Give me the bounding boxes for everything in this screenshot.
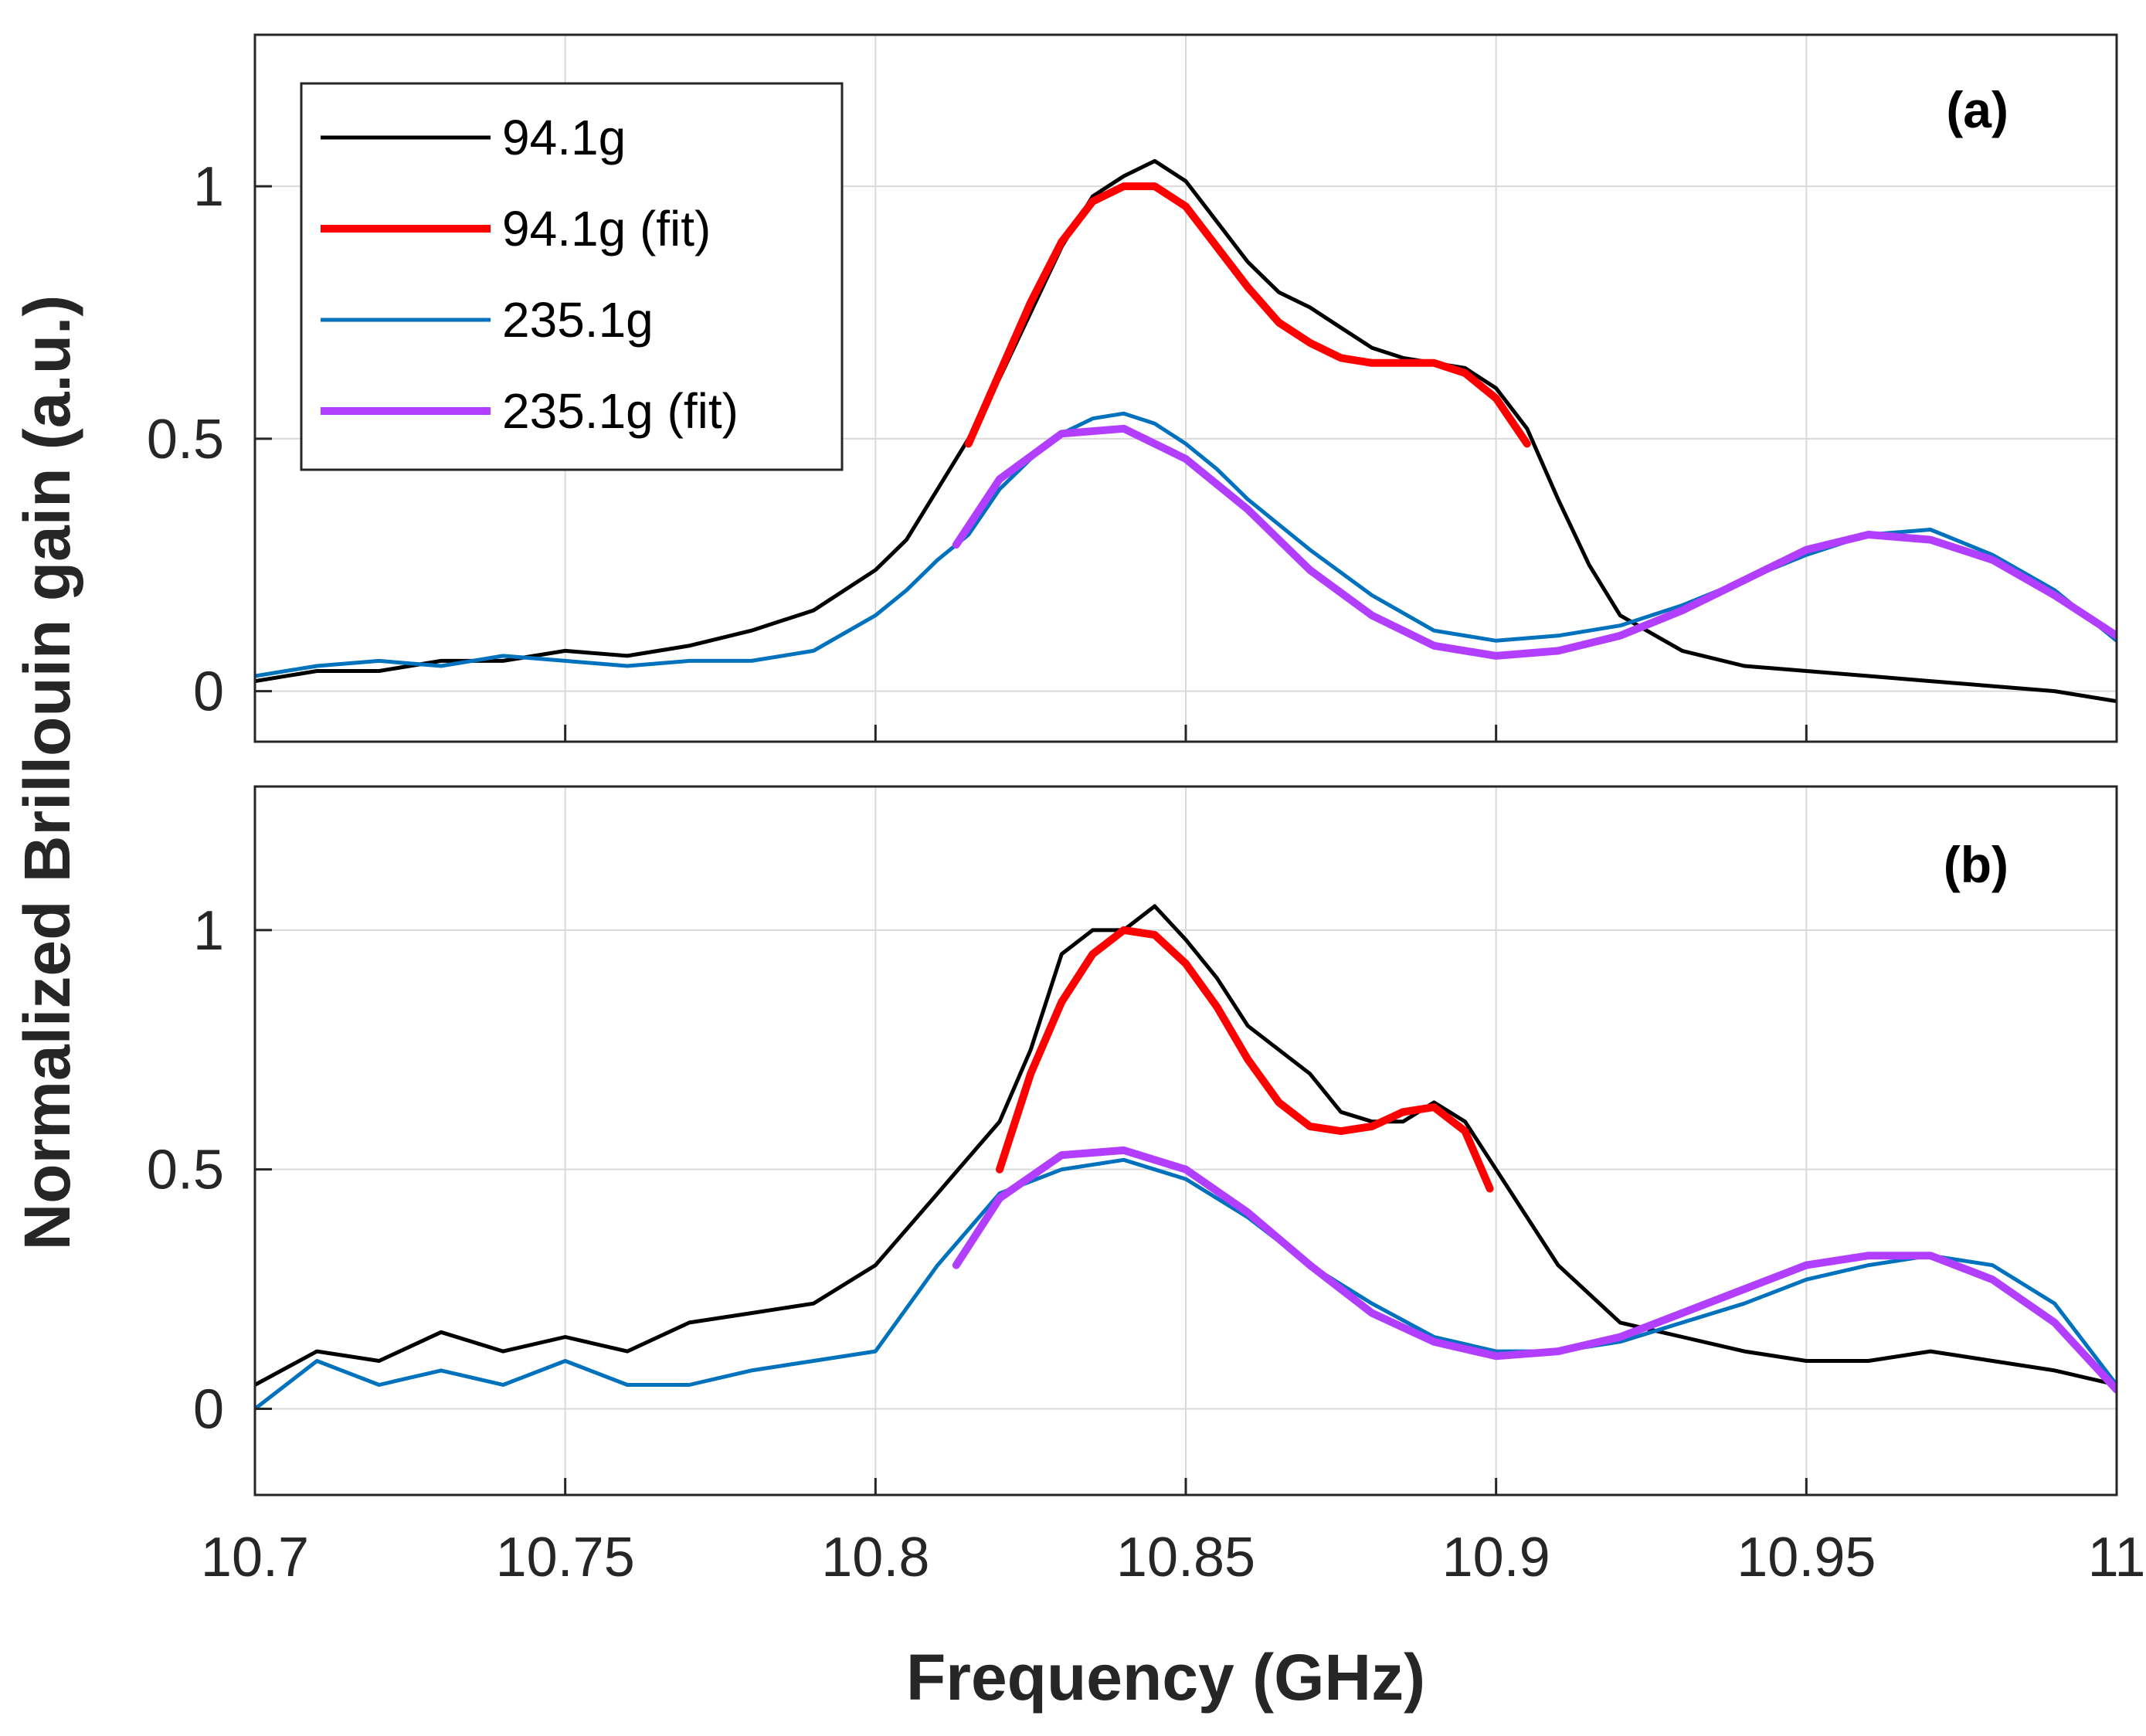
legend-label: 94.1g (fit): [502, 201, 711, 256]
panel-b-tag: (b): [1944, 836, 2008, 893]
x-tick-label: 10.85: [1116, 1527, 1255, 1588]
x-tick-label: 10.8: [821, 1527, 929, 1588]
y-tick-label: 1: [193, 900, 224, 962]
panel-b-series: [255, 904, 2117, 1411]
legend-label: 94.1g: [502, 110, 626, 165]
panel-a-frame: [253, 33, 2118, 743]
series-line-94-1g: [255, 904, 2117, 1387]
panel-b-x-tick-labels: 10.7 10.75 10.8 10.85 10.9 10.95 11: [201, 1527, 2145, 1588]
legend-box: [300, 82, 844, 471]
y-tick-label: 1: [193, 156, 224, 218]
legend-label: 235.1g: [502, 292, 654, 348]
y-tick-label: 0: [193, 1378, 224, 1440]
panel-b: 00.51 10.7 10.75 10.8 10.85 10.9 10.95 11 (b): [147, 785, 2145, 1588]
panel-a-series: [255, 158, 2117, 704]
y-tick-label: 0.5: [147, 409, 224, 471]
panel-a-tag: (a): [1946, 81, 2008, 138]
series-line-94-1g-fit-: [996, 926, 1494, 1193]
series-line-235-1g-fit-: [952, 1146, 2117, 1394]
y-tick-label: 0.5: [147, 1140, 224, 1201]
panel-b-frame: [253, 785, 2118, 1496]
series-line-235-1g: [255, 1157, 2117, 1411]
panel-a-y-tick-labels: 00.51: [147, 156, 224, 723]
series-line-94-1g-fit-: [964, 182, 1531, 448]
legend-label: 235.1g (fit): [502, 383, 739, 439]
x-axis-title: Frequency (GHz): [906, 1641, 1425, 1714]
legend: 94.1g 94.1g (fit) 235.1g 235.1g (fit): [300, 82, 844, 471]
x-tick-label: 10.7: [201, 1527, 309, 1588]
series-line-94-1g: [255, 158, 2117, 704]
x-tick-label: 11: [2088, 1527, 2146, 1588]
x-tick-label: 10.9: [1442, 1527, 1550, 1588]
panel-b-y-tick-labels: 00.51: [147, 900, 224, 1441]
x-tick-label: 10.75: [496, 1527, 635, 1588]
y-axis-title: Normalized Brillouin gain (a.u.): [11, 295, 83, 1251]
legend-items: 94.1g 94.1g (fit) 235.1g 235.1g (fit): [321, 110, 739, 439]
series-line-235-1g-fit-: [952, 424, 2117, 660]
x-tick-label: 10.95: [1737, 1527, 1876, 1588]
y-tick-label: 0: [193, 661, 224, 723]
